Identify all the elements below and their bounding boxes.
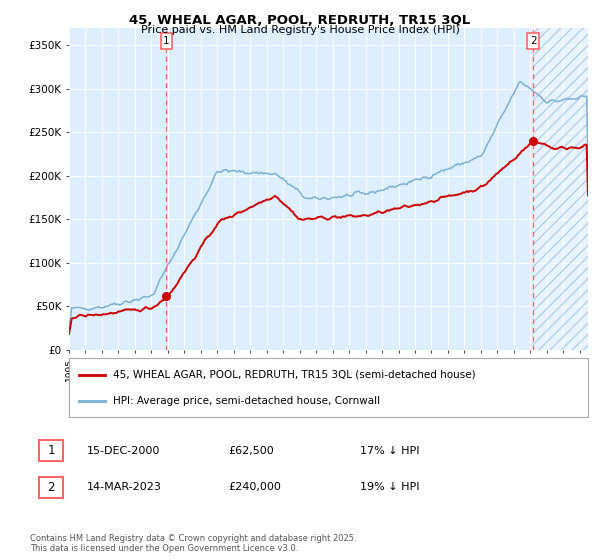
Text: Contains HM Land Registry data © Crown copyright and database right 2025.
This d: Contains HM Land Registry data © Crown c… xyxy=(30,534,356,553)
Bar xyxy=(533,28,588,350)
Text: 1: 1 xyxy=(47,444,55,458)
Text: 45, WHEAL AGAR, POOL, REDRUTH, TR15 3QL: 45, WHEAL AGAR, POOL, REDRUTH, TR15 3QL xyxy=(130,14,470,27)
Text: 45, WHEAL AGAR, POOL, REDRUTH, TR15 3QL (semi-detached house): 45, WHEAL AGAR, POOL, REDRUTH, TR15 3QL … xyxy=(113,370,476,380)
Text: 2: 2 xyxy=(530,36,536,46)
Text: 19% ↓ HPI: 19% ↓ HPI xyxy=(360,482,419,492)
Bar xyxy=(533,28,588,350)
Text: Price paid vs. HM Land Registry's House Price Index (HPI): Price paid vs. HM Land Registry's House … xyxy=(140,25,460,35)
Text: 1: 1 xyxy=(163,36,170,46)
Text: 15-DEC-2000: 15-DEC-2000 xyxy=(87,446,160,456)
Text: 14-MAR-2023: 14-MAR-2023 xyxy=(87,482,162,492)
Text: 17% ↓ HPI: 17% ↓ HPI xyxy=(360,446,419,456)
Text: HPI: Average price, semi-detached house, Cornwall: HPI: Average price, semi-detached house,… xyxy=(113,396,380,406)
Text: £240,000: £240,000 xyxy=(228,482,281,492)
Text: 2: 2 xyxy=(47,480,55,494)
Text: £62,500: £62,500 xyxy=(228,446,274,456)
